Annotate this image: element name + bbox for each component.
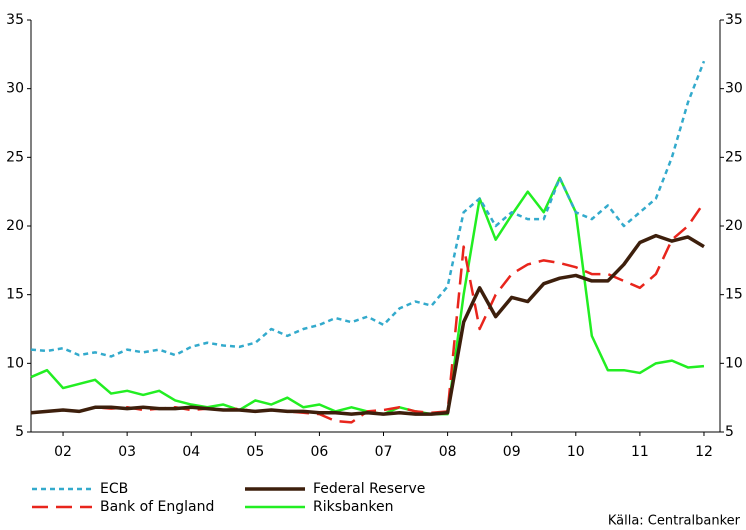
y2-tick-label: 5 [725, 424, 734, 440]
legend-label: Bank of England [100, 499, 214, 515]
y2-tick-label: 10 [725, 355, 743, 371]
y-tick-label: 15 [6, 287, 24, 303]
x-tick-label: 11 [631, 444, 649, 460]
y2-tick-label: 35 [725, 12, 743, 28]
x-tick-label: 09 [503, 444, 521, 460]
x-tick-label: 12 [695, 444, 713, 460]
legend-label: ECB [100, 481, 128, 497]
y2-tick-label: 15 [725, 287, 743, 303]
legend-label: Riksbanken [313, 499, 393, 515]
y2-tick-label: 30 [725, 81, 743, 97]
y2-tick-label: 20 [725, 218, 743, 234]
source-note: Källa: Centralbanker [608, 514, 741, 529]
series-line [30, 233, 705, 416]
y-tick-label: 25 [6, 149, 24, 165]
y-tick-label: 5 [15, 424, 24, 440]
x-tick-label: 06 [311, 444, 329, 460]
series-line [30, 60, 706, 358]
legend-label: Federal Reserve [313, 481, 425, 497]
x-tick-label: 03 [118, 444, 136, 460]
y-tick-label: 20 [6, 218, 24, 234]
series-line [30, 201, 706, 424]
y-tick-label: 35 [6, 12, 24, 28]
x-tick-label: 02 [54, 444, 72, 460]
x-tick-label: 10 [567, 444, 585, 460]
series-line [30, 176, 705, 416]
y-tick-label: 30 [6, 81, 24, 97]
y2-tick-label: 25 [725, 149, 743, 165]
x-tick-label: 08 [439, 444, 457, 460]
x-tick-label: 07 [375, 444, 393, 460]
x-tick-label: 04 [182, 444, 200, 460]
y-tick-label: 10 [6, 355, 24, 371]
x-tick-label: 05 [246, 444, 264, 460]
